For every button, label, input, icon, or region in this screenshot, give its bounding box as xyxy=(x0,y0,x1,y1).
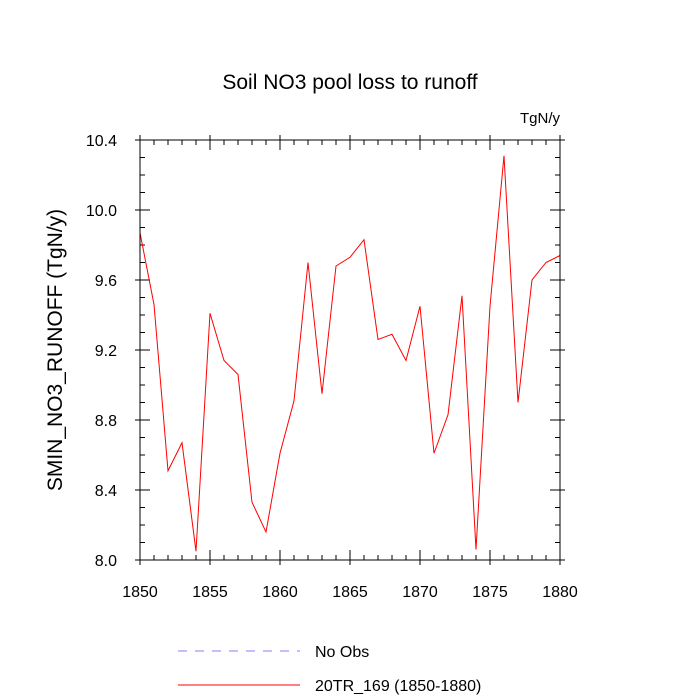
x-tick-label: 1865 xyxy=(332,584,368,601)
x-tick-label: 1870 xyxy=(402,584,438,601)
y-tick-label: 9.6 xyxy=(95,273,117,290)
y-axis-label: SMIN_NO3_RUNOFF (TgN/y) xyxy=(44,209,67,491)
x-tick-label: 1875 xyxy=(472,584,508,601)
y-tick-label: 8.4 xyxy=(95,483,117,500)
y-tick-label: 10.0 xyxy=(86,203,117,220)
axis-ticks xyxy=(135,135,565,565)
legend-label-no-obs: No Obs xyxy=(315,644,369,661)
series-line-1 xyxy=(139,155,561,552)
units-label: TgN/y xyxy=(520,110,561,127)
y-tick-label: 8.8 xyxy=(95,413,117,430)
y-tick-label: 9.2 xyxy=(95,343,117,360)
x-tick-labels: 1850 1855 1860 1865 1870 1875 1880 xyxy=(122,584,578,601)
y-tick-label: 10.4 xyxy=(86,133,117,150)
series-layer xyxy=(139,155,561,552)
chart-title: Soil NO3 pool loss to runoff xyxy=(222,71,477,94)
x-tick-label: 1880 xyxy=(542,584,578,601)
plot-frame xyxy=(139,139,561,561)
legend: No Obs 20TR_169 (1850-1880) xyxy=(178,644,481,695)
y-tick-label: 8.0 xyxy=(95,553,117,570)
legend-label-20tr-169: 20TR_169 (1850-1880) xyxy=(315,678,481,695)
x-tick-label: 1860 xyxy=(262,584,298,601)
x-tick-label: 1850 xyxy=(122,584,158,601)
y-tick-labels: 8.0 8.4 8.8 9.2 9.6 10.0 10.4 xyxy=(86,133,117,570)
x-tick-label: 1855 xyxy=(192,584,228,601)
